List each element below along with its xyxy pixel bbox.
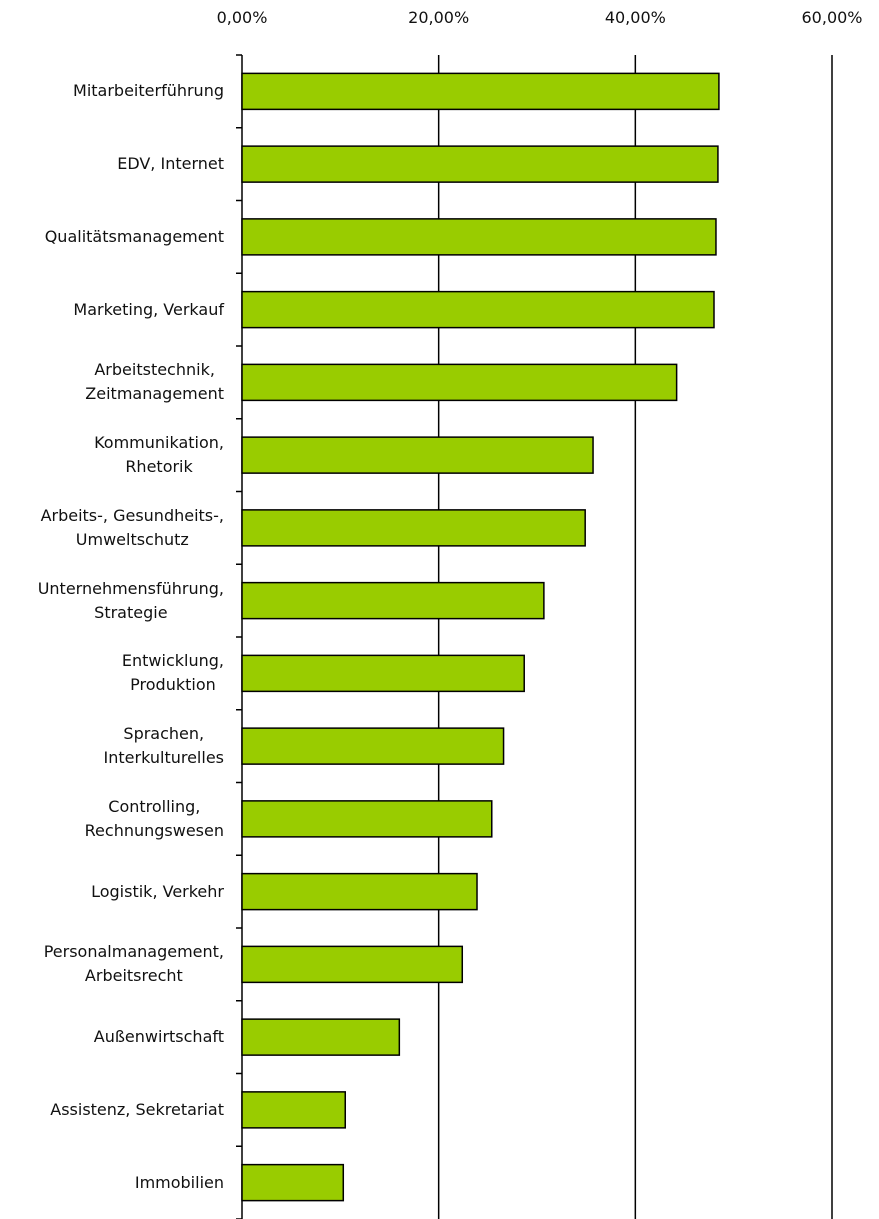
y-tick-label: Mitarbeiterführung <box>73 81 224 101</box>
y-tick-label: Sprachen, Interkulturelles <box>103 724 224 768</box>
y-tick-label: Personalmanagement, Arbeitsrecht <box>43 942 224 986</box>
bar <box>241 945 464 984</box>
bar <box>241 800 493 838</box>
bar <box>241 727 505 765</box>
y-tick-label: Außenwirtschaft <box>93 1027 224 1047</box>
bar <box>241 1091 346 1129</box>
y-tick-label: Marketing, Verkauf <box>73 299 224 319</box>
y-tick-label: Arbeits-, Gesundheits-, Umweltschutz <box>40 505 224 549</box>
bar <box>241 145 719 183</box>
y-tick-label: Kommunikation, Rhetorik <box>94 433 224 477</box>
y-tick-label: EDV, Internet <box>117 154 224 174</box>
y-tick-label: Arbeitstechnik, Zeitmanagement <box>85 360 224 404</box>
bar <box>241 218 717 256</box>
bar <box>241 290 715 329</box>
bar <box>241 436 594 474</box>
bar <box>241 1018 401 1056</box>
x-tick-label: 0,00% <box>216 8 268 27</box>
x-tick-label: 40,00% <box>604 8 666 27</box>
y-tick-label: Controlling, Rechnungswesen <box>84 796 224 840</box>
y-tick-label: Unternehmensführung, Strategie <box>37 578 224 622</box>
y-tick-label: Logistik, Verkehr <box>91 881 224 901</box>
x-tick-label: 20,00% <box>408 8 470 27</box>
y-tick-label: Qualitätsmanagement <box>44 226 224 246</box>
bar <box>241 363 678 402</box>
y-tick-label: Immobilien <box>134 1172 224 1192</box>
bar <box>241 509 586 547</box>
bar <box>241 581 545 620</box>
y-tick-label: Assistenz, Sekretariat <box>50 1099 224 1119</box>
bar <box>241 1163 345 1202</box>
x-tick-label: 60,00% <box>801 8 863 27</box>
bar <box>241 654 525 693</box>
bar <box>241 72 720 111</box>
bar <box>241 872 478 911</box>
y-tick-label: Entwicklung, Produktion <box>121 651 224 695</box>
